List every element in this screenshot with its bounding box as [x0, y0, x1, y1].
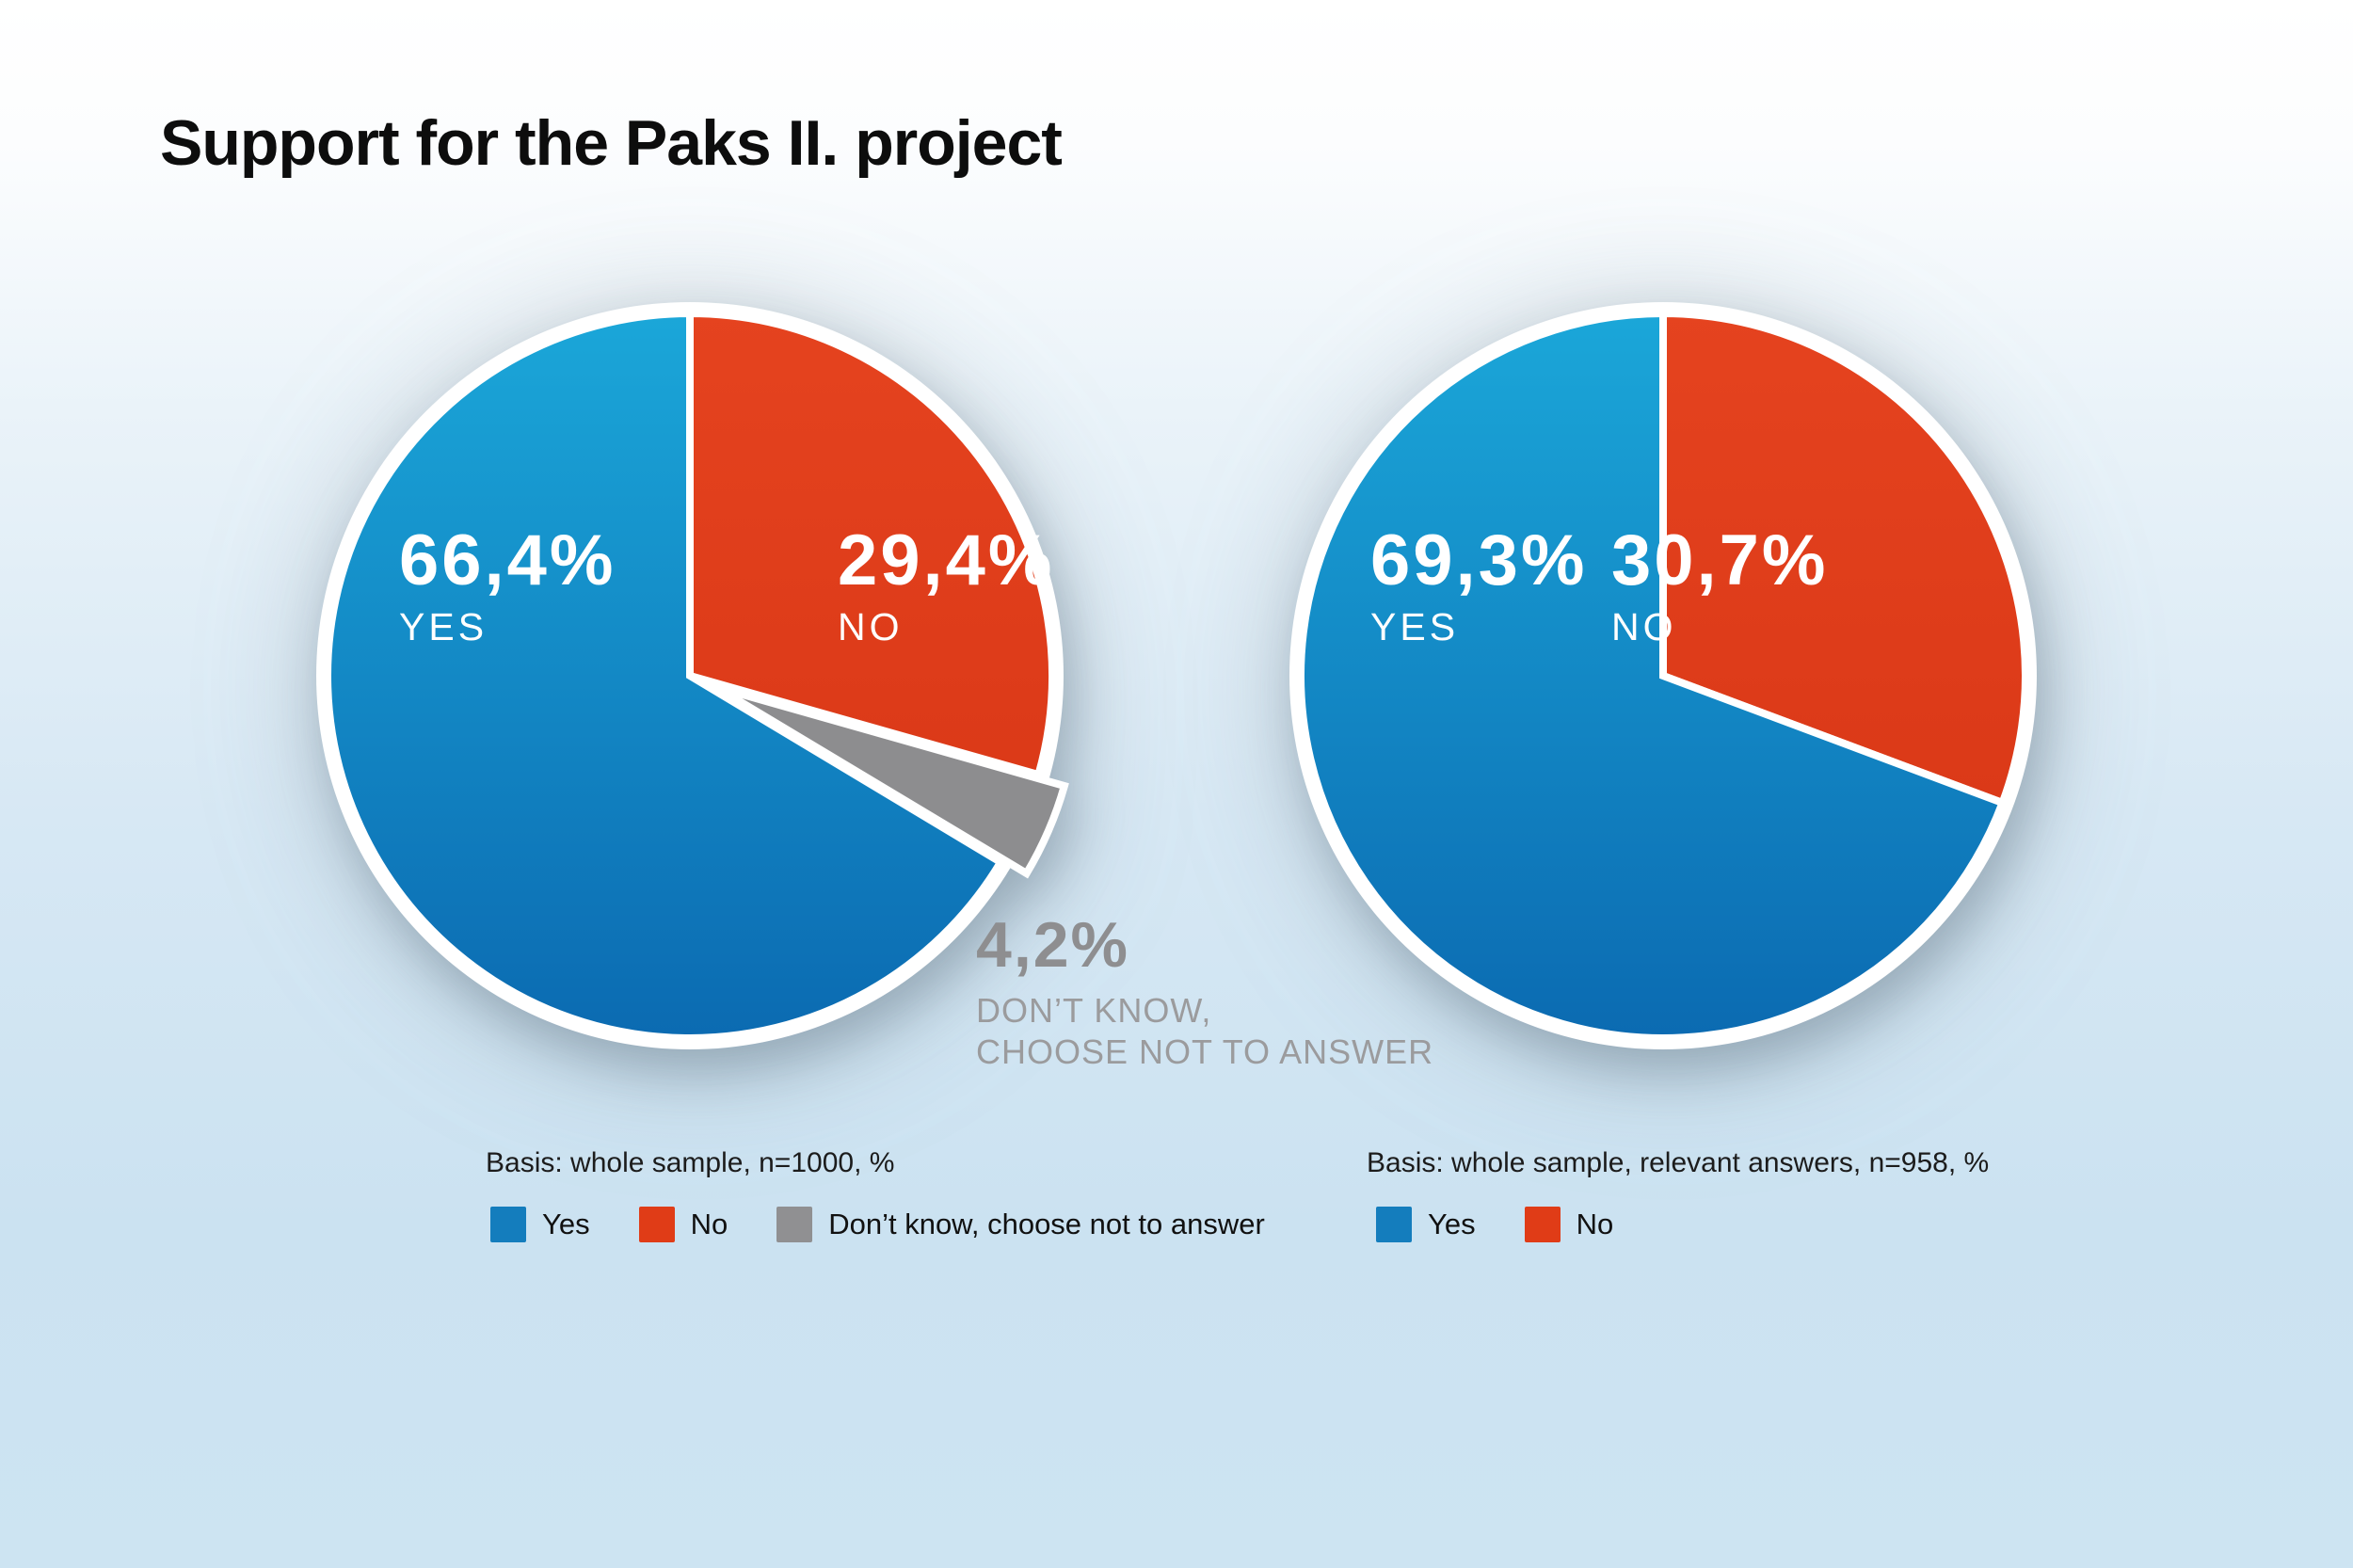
yes-percent-left: 66,4% — [399, 520, 616, 600]
page-title: Support for the Paks II. project — [160, 107, 1063, 179]
dont-know-percent: 4,2% — [976, 909, 1129, 981]
legend-swatch-no-right — [1524, 1207, 1561, 1242]
basis-caption-left: Basis: whole sample, n=1000, % — [486, 1147, 895, 1178]
legend-item-yes-right: Yes — [1376, 1207, 1476, 1242]
legend-swatch-yes — [490, 1207, 526, 1242]
no-word-right: NO — [1611, 605, 1677, 648]
slice-label-yes-right: 69,3% YES — [1370, 525, 1588, 647]
no-percent-right: 30,7% — [1611, 520, 1829, 600]
legend-right: Yes No — [1376, 1207, 1662, 1242]
pie-chart-whole-sample — [316, 302, 1069, 1049]
yes-percent-right: 69,3% — [1370, 520, 1588, 600]
legend-swatch-yes-right — [1376, 1207, 1412, 1242]
dont-know-caption: DON’T KNOW, CHOOSE NOT TO ANSWER — [976, 991, 1434, 1071]
yes-word-left: YES — [399, 605, 488, 648]
legend-swatch-no — [638, 1207, 675, 1242]
legend-item-yes: Yes — [490, 1207, 590, 1242]
yes-word-right: YES — [1370, 605, 1460, 648]
slice-label-yes-left: 66,4% YES — [399, 525, 616, 647]
legend-left: Yes No Don’t know, choose not to answer — [490, 1207, 1314, 1242]
legend-item-no: No — [638, 1207, 728, 1242]
slice-label-no-right: 30,7% NO — [1611, 525, 1829, 647]
basis-caption-right: Basis: whole sample, relevant answers, n… — [1367, 1147, 1990, 1178]
no-percent-left: 29,4% — [838, 520, 1055, 600]
legend-item-no-right: No — [1524, 1207, 1613, 1242]
no-word-left: NO — [838, 605, 904, 648]
slice-label-no-left: 29,4% NO — [838, 525, 1055, 647]
pie-chart-relevant-answers — [1289, 302, 2037, 1049]
legend-swatch-dont-know — [776, 1207, 813, 1242]
legend-item-dont-know: Don’t know, choose not to answer — [776, 1207, 1265, 1242]
slice-label-dont-know: 4,2% DON’T KNOW, CHOOSE NOT TO ANSWER — [976, 913, 1433, 1073]
